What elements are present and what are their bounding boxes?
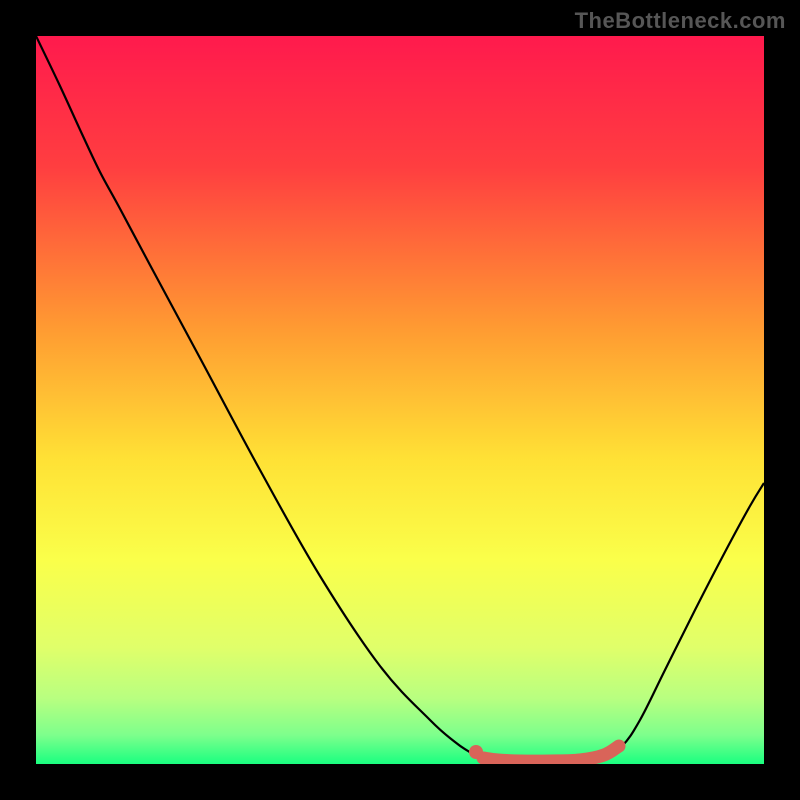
chart-container: TheBottleneck.com	[0, 0, 800, 800]
attribution-text: TheBottleneck.com	[575, 8, 786, 34]
optimal-point-marker	[469, 745, 483, 759]
bottleneck-curve-chart	[0, 0, 800, 800]
chart-plot-background	[36, 36, 764, 764]
